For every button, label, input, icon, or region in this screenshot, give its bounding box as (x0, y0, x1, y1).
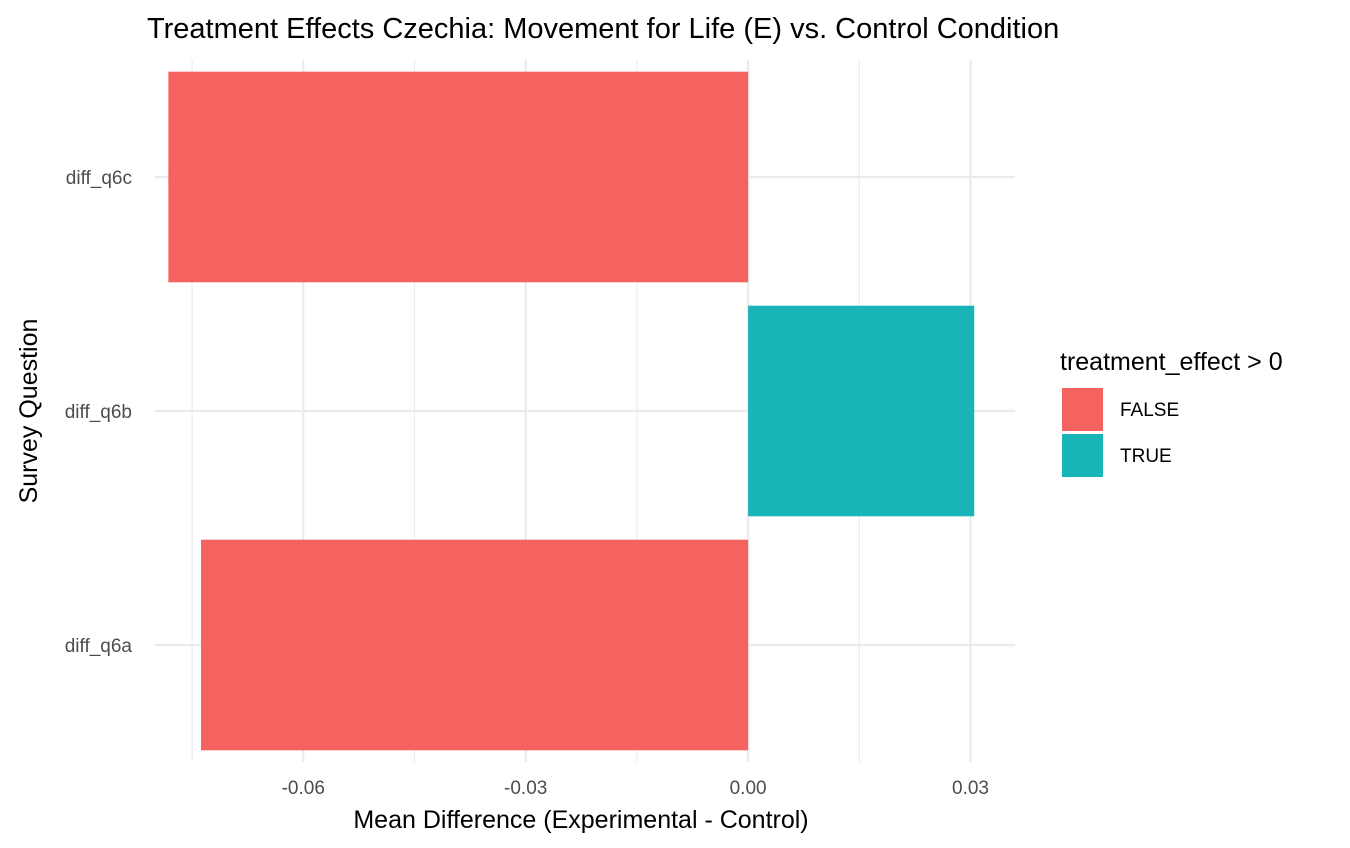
x-axis-title: Mean Difference (Experimental - Control) (353, 806, 808, 834)
x-axis-ticks: -0.06 -0.03 0.00 0.03 (282, 778, 989, 799)
legend: treatment_effect > 0 FALSE TRUE (1060, 348, 1283, 477)
x-tick-label: 0.00 (730, 778, 767, 799)
bar-diff_q6c (168, 71, 749, 283)
legend-entries: FALSE TRUE (1062, 388, 1179, 477)
y-tick-label: diff_q6c (66, 168, 132, 189)
bar-diff_q6a (200, 539, 749, 751)
legend-key-false (1062, 388, 1103, 431)
legend-title: treatment_effect > 0 (1060, 348, 1283, 376)
legend-label-false: FALSE (1120, 400, 1179, 421)
legend-label-true: TRUE (1120, 446, 1172, 467)
x-tick-label: -0.03 (504, 778, 547, 799)
legend-key-true (1062, 434, 1103, 477)
bars (168, 71, 975, 751)
x-tick-label: 0.03 (952, 778, 989, 799)
y-axis-title: Survey Question (15, 319, 43, 504)
chart-title: Treatment Effects Czechia: Movement for … (147, 13, 1059, 45)
bar-diff_q6b (748, 305, 975, 517)
y-axis-ticks: diff_q6a diff_q6b diff_q6c (65, 168, 133, 657)
y-tick-label: diff_q6b (65, 402, 132, 423)
x-tick-label: -0.06 (282, 778, 325, 799)
y-tick-label: diff_q6a (65, 636, 133, 657)
